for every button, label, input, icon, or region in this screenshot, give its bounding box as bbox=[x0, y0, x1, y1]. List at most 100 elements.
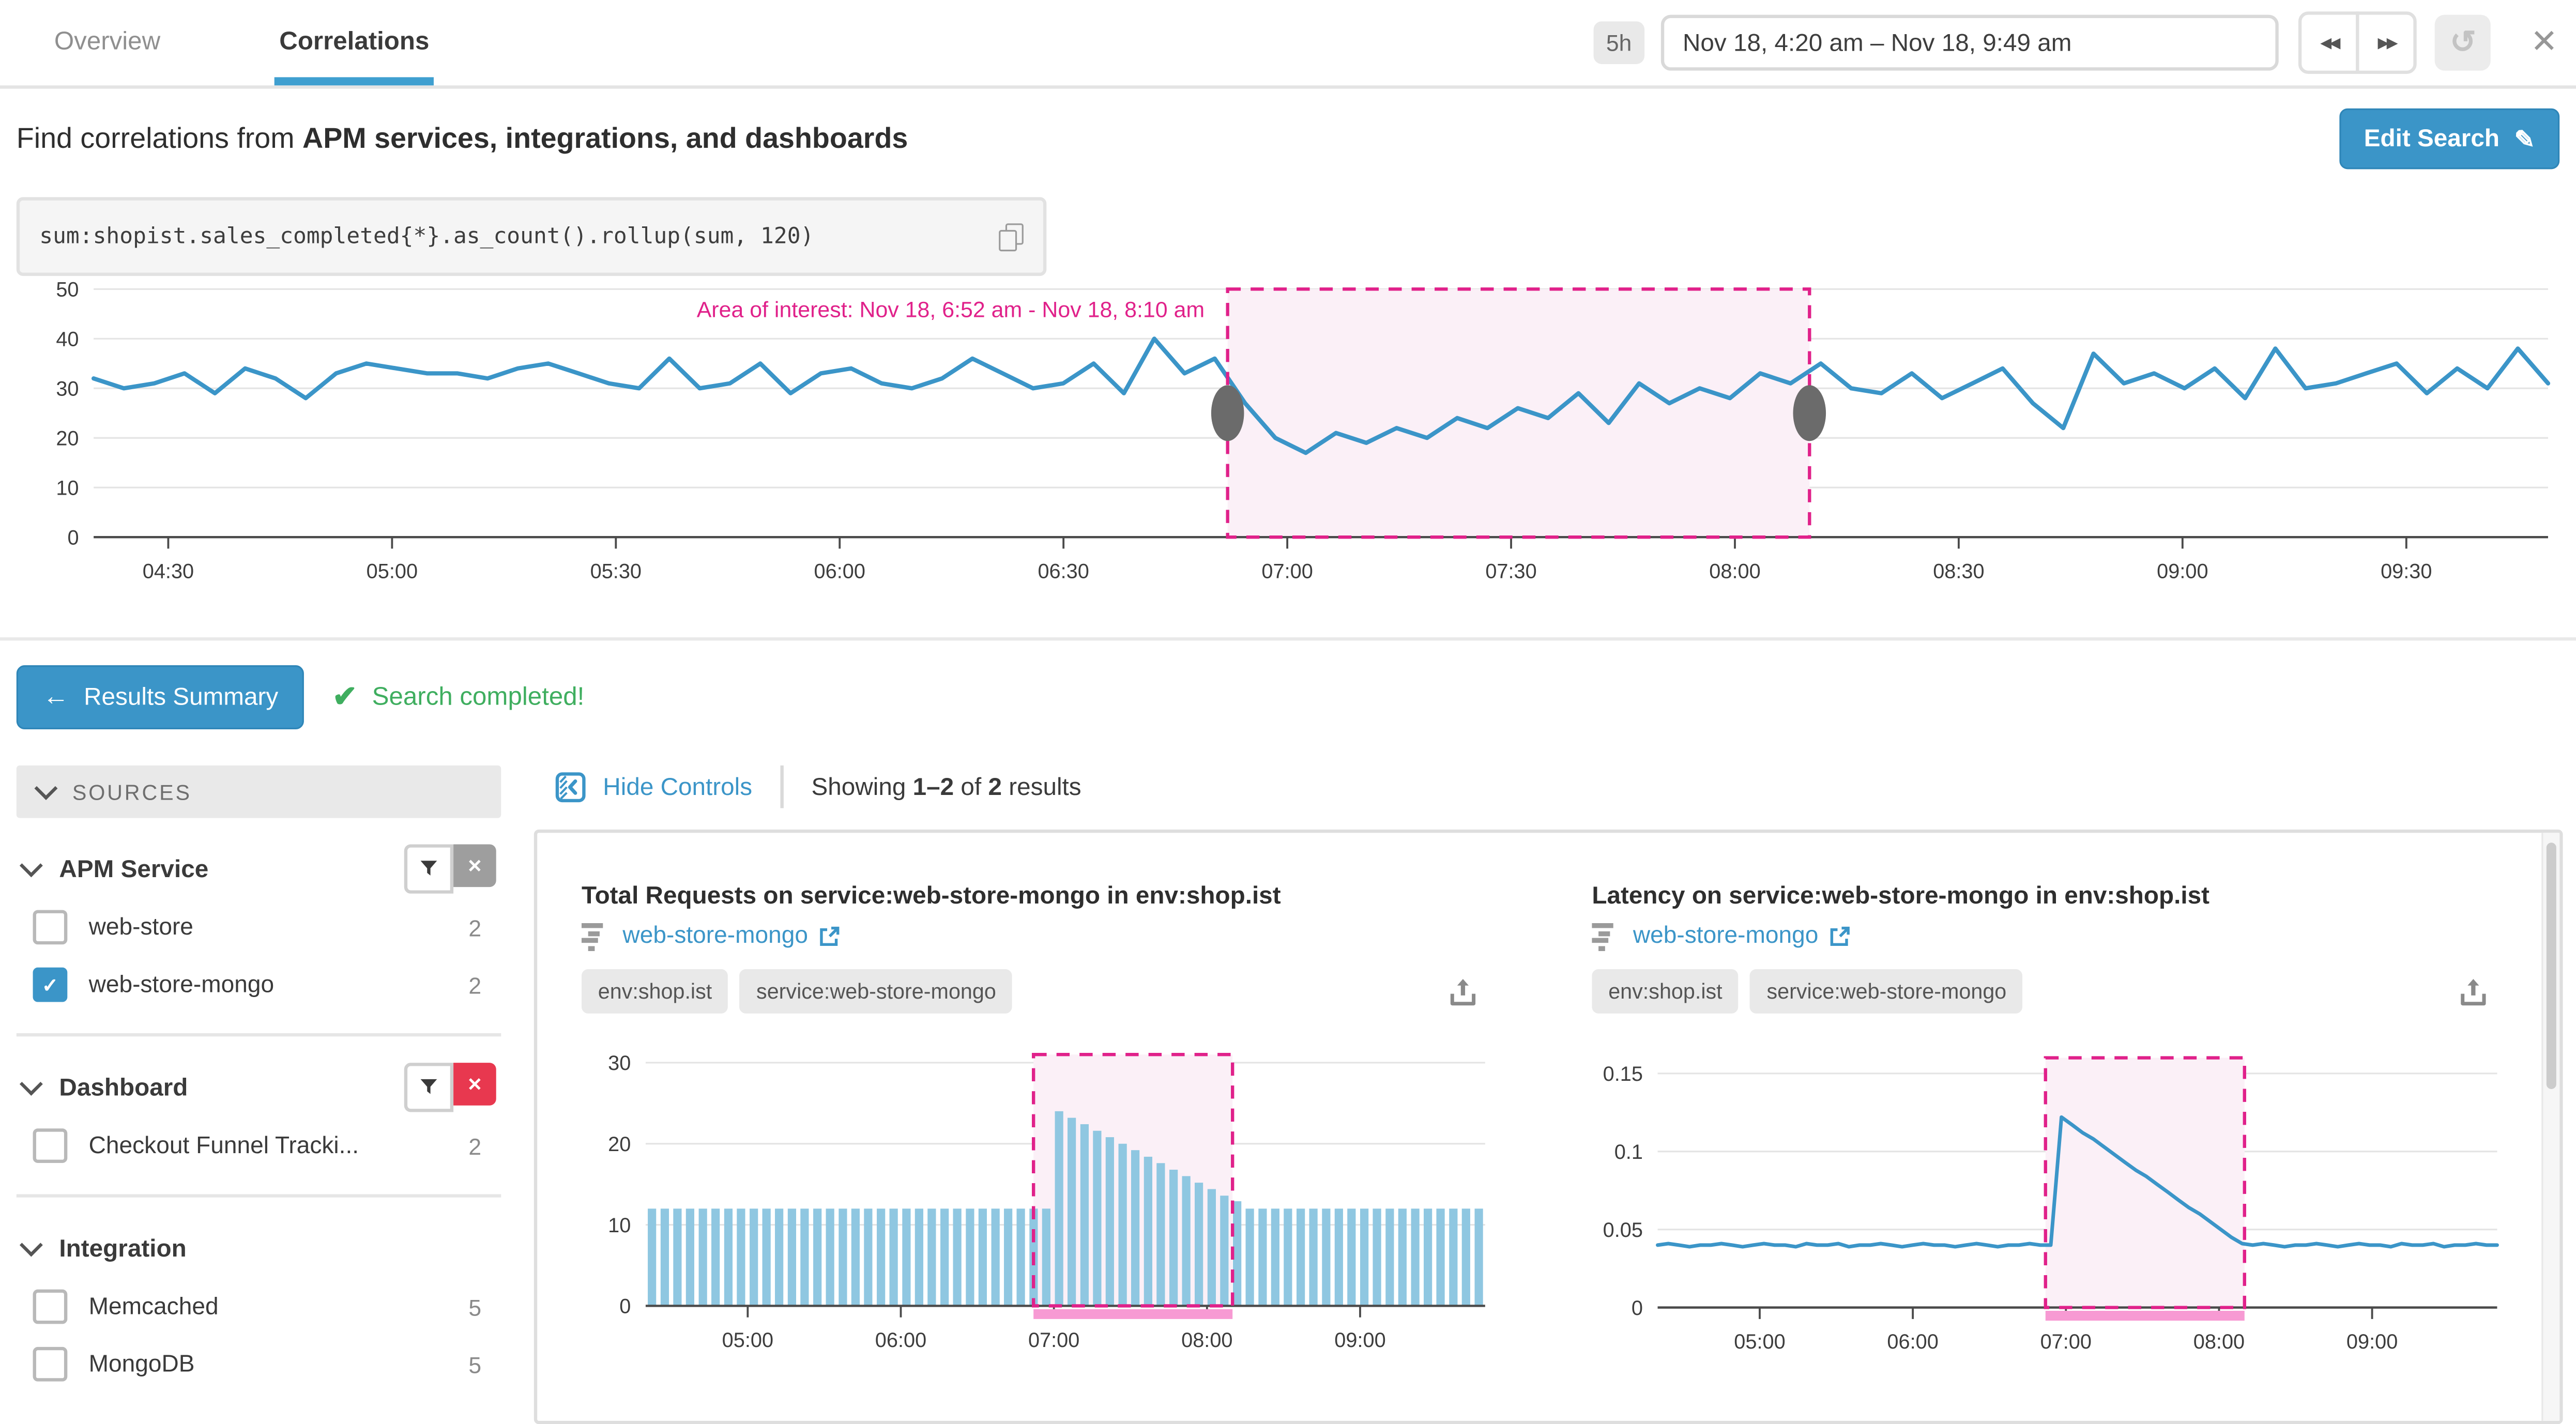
svg-text:07:00: 07:00 bbox=[1028, 1329, 1079, 1352]
svg-text:07:30: 07:30 bbox=[1485, 560, 1536, 583]
svg-text:0: 0 bbox=[619, 1295, 631, 1318]
latency-chart[interactable]: 0 0.05 0.1 0.15 05:00 06:00 07:00 08:00 09:00 bbox=[1567, 1038, 2553, 1367]
svg-text:0: 0 bbox=[1632, 1297, 1643, 1320]
tag-service[interactable]: service:web-store-mongo bbox=[1750, 969, 2023, 1014]
external-link-icon[interactable] bbox=[818, 925, 841, 947]
svg-text:20: 20 bbox=[56, 427, 79, 450]
group-header-dashboard[interactable]: Dashboard ✕ bbox=[17, 1058, 501, 1117]
group-divider bbox=[16, 1033, 501, 1037]
result-card-latency: Latency on service:web-store-mongo in en… bbox=[1592, 882, 2487, 1014]
chevron-down-icon bbox=[19, 854, 43, 878]
total-requests-chart[interactable]: 0 10 20 30 05:00 06:00 07:00 08:00 09:00 bbox=[557, 1038, 1510, 1367]
time-range-input[interactable] bbox=[1661, 14, 2279, 71]
apm-service-icon bbox=[581, 923, 608, 951]
svg-text:09:00: 09:00 bbox=[1334, 1329, 1385, 1352]
check-icon: ✔ bbox=[332, 680, 358, 713]
tab-correlations[interactable]: Correlations bbox=[274, 0, 434, 86]
checkbox-mongodb[interactable] bbox=[33, 1346, 68, 1382]
panel-collapse-icon bbox=[555, 771, 586, 802]
tab-overview[interactable]: Overview bbox=[54, 28, 161, 56]
svg-text:06:00: 06:00 bbox=[814, 560, 865, 583]
list-item-mongodb[interactable]: MongoDB 5 bbox=[17, 1336, 501, 1393]
count-badge: 5 bbox=[468, 1293, 482, 1320]
search-status: ✔ Search completed! bbox=[332, 680, 584, 715]
checkbox-memcached[interactable] bbox=[33, 1289, 68, 1324]
list-item-web-store-mongo[interactable]: ✓ web-store-mongo 2 bbox=[17, 956, 501, 1014]
scrollbar-thumb[interactable] bbox=[2546, 843, 2556, 1089]
list-item-memcached[interactable]: Memcached 5 bbox=[17, 1278, 501, 1335]
svg-text:06:00: 06:00 bbox=[875, 1329, 926, 1352]
service-link[interactable]: web-store-mongo bbox=[622, 923, 808, 950]
tag-service[interactable]: service:web-store-mongo bbox=[740, 969, 1013, 1014]
query-box: sum:shopist.sales_completed{*}.as_count(… bbox=[16, 197, 1047, 276]
search-header: Find correlations from APM services, int… bbox=[17, 108, 2560, 170]
service-link[interactable]: web-store-mongo bbox=[1633, 923, 1819, 950]
area-of-interest-label: Area of interest: Nov 18, 6:52 am - Nov … bbox=[696, 297, 1205, 322]
tab-correlations-label: Correlations bbox=[279, 28, 430, 56]
time-back-button[interactable]: ◀◀ bbox=[2298, 11, 2360, 74]
time-preset-badge[interactable]: 5h bbox=[1593, 21, 1645, 64]
results-area: Hide Controls Showing 1–2 of 2 results T… bbox=[534, 756, 2563, 1424]
funnel-icon[interactable] bbox=[404, 1063, 454, 1112]
refresh-icon: ↺ bbox=[2450, 25, 2476, 60]
filter-toggle-dashboard[interactable]: ✕ bbox=[404, 1063, 496, 1112]
chevron-down-icon bbox=[19, 1233, 43, 1257]
scrollbar[interactable] bbox=[2541, 833, 2560, 1421]
count-badge: 2 bbox=[468, 971, 482, 998]
copy-icon[interactable] bbox=[999, 222, 1024, 251]
svg-text:06:00: 06:00 bbox=[1887, 1330, 1938, 1353]
svg-text:08:00: 08:00 bbox=[1709, 560, 1760, 583]
svg-text:09:00: 09:00 bbox=[2346, 1330, 2398, 1353]
hide-controls-button[interactable]: Hide Controls bbox=[555, 771, 752, 802]
filter-clear-icon[interactable]: ✕ bbox=[453, 844, 496, 887]
funnel-icon[interactable] bbox=[404, 844, 454, 894]
chevron-down-icon bbox=[34, 776, 58, 800]
checkbox-web-store[interactable] bbox=[33, 910, 68, 945]
group-dashboard: Dashboard ✕ Checkout Funnel Tracki... 2 bbox=[16, 1036, 501, 1198]
refresh-button[interactable]: ↺ bbox=[2435, 14, 2491, 71]
checkbox-web-store-mongo[interactable]: ✓ bbox=[33, 967, 68, 1002]
results-count-text: Showing 1–2 of 2 results bbox=[811, 773, 1081, 801]
group-divider bbox=[16, 1194, 501, 1198]
svg-text:40: 40 bbox=[56, 328, 79, 351]
sources-header[interactable]: SOURCES bbox=[16, 765, 501, 818]
search-status-text: Search completed! bbox=[372, 682, 585, 711]
results-summary-button[interactable]: ← Results Summary bbox=[16, 665, 305, 730]
results-panel: Total Requests on service:web-store-mong… bbox=[534, 829, 2563, 1424]
svg-text:08:00: 08:00 bbox=[2193, 1330, 2245, 1353]
tag-env[interactable]: env:shop.ist bbox=[581, 969, 729, 1014]
checkbox-checkout-funnel[interactable] bbox=[33, 1128, 68, 1163]
tag-env[interactable]: env:shop.ist bbox=[1592, 969, 1739, 1014]
filter-toggle-apm[interactable]: ✕ bbox=[404, 844, 496, 894]
main-timeseries-chart[interactable]: Area of interest: Nov 18, 6:52 am - Nov … bbox=[0, 276, 2576, 591]
svg-text:0.05: 0.05 bbox=[1603, 1219, 1643, 1242]
export-icon[interactable] bbox=[2459, 977, 2487, 1015]
time-forward-button[interactable]: ▶▶ bbox=[2356, 11, 2417, 74]
filter-clear-icon[interactable]: ✕ bbox=[453, 1063, 496, 1106]
pencil-icon: ✎ bbox=[2514, 126, 2535, 154]
svg-text:05:00: 05:00 bbox=[722, 1329, 773, 1352]
close-icon[interactable]: ✕ bbox=[2530, 24, 2558, 61]
edit-search-button[interactable]: Edit Search ✎ bbox=[2339, 108, 2560, 170]
section-divider bbox=[0, 637, 2576, 641]
svg-text:09:00: 09:00 bbox=[2157, 560, 2208, 583]
back-arrow-icon: ← bbox=[42, 682, 69, 711]
count-badge: 2 bbox=[468, 1132, 482, 1159]
list-item-checkout-funnel[interactable]: Checkout Funnel Tracki... 2 bbox=[17, 1117, 501, 1174]
export-icon[interactable] bbox=[1449, 977, 1477, 1015]
svg-text:0: 0 bbox=[67, 526, 79, 549]
svg-text:10: 10 bbox=[56, 477, 79, 500]
sources-sidebar: SOURCES APM Service ✕ web-store 2 ✓ bbox=[16, 765, 501, 1393]
results-controls: Hide Controls Showing 1–2 of 2 results bbox=[534, 756, 2563, 818]
svg-text:05:00: 05:00 bbox=[1734, 1330, 1785, 1353]
svg-text:07:00: 07:00 bbox=[2040, 1330, 2092, 1353]
svg-text:0.15: 0.15 bbox=[1603, 1063, 1643, 1085]
svg-text:05:00: 05:00 bbox=[367, 560, 418, 583]
svg-text:0.1: 0.1 bbox=[1614, 1141, 1643, 1163]
svg-text:20: 20 bbox=[608, 1133, 631, 1156]
query-text: sum:shopist.sales_completed{*}.as_count(… bbox=[39, 223, 814, 250]
group-header-apm-service[interactable]: APM Service ✕ bbox=[17, 839, 501, 898]
group-header-integration[interactable]: Integration bbox=[17, 1219, 501, 1278]
list-item-web-store[interactable]: web-store 2 bbox=[17, 898, 501, 956]
external-link-icon[interactable] bbox=[1828, 925, 1851, 947]
